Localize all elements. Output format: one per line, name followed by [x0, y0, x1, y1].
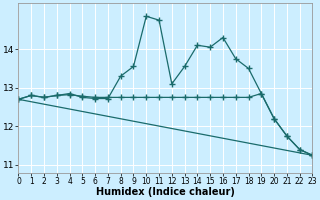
X-axis label: Humidex (Indice chaleur): Humidex (Indice chaleur) — [96, 187, 235, 197]
